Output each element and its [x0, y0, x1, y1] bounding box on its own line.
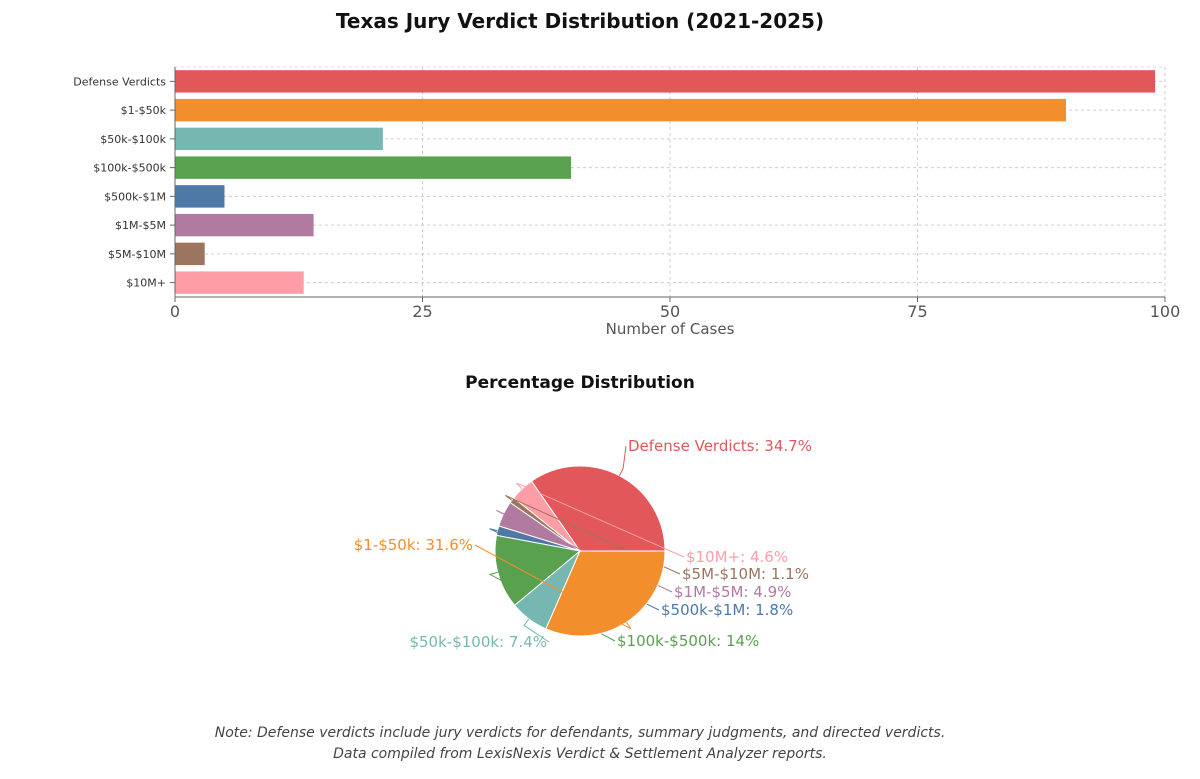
pie-slice-label: $500k-$1M: 1.8% — [661, 601, 793, 619]
x-tick-label: 50 — [660, 302, 680, 321]
y-tick-label: $500k-$1M — [104, 190, 166, 203]
y-tick-label: $100k-$500k — [93, 162, 166, 175]
x-axis-title: Number of Cases — [606, 320, 735, 338]
footnote-line-1: Note: Defense verdicts include jury verd… — [214, 725, 946, 741]
x-tick-label: 100 — [1150, 302, 1181, 321]
pie-slice — [498, 501, 581, 552]
pie-leader-line — [618, 445, 627, 476]
bar — [175, 185, 225, 208]
bar — [175, 213, 314, 237]
pie-slice-label: Defense Verdicts: 34.7% — [628, 437, 812, 455]
pie-slice — [530, 465, 666, 552]
y-tick-label: $1-$50k — [121, 104, 167, 117]
x-tick-label: 0 — [170, 302, 180, 321]
x-tick-label: 75 — [907, 302, 927, 321]
pie-chart-title: Percentage Distribution — [465, 373, 695, 393]
pie-slice — [545, 550, 666, 637]
pie-leader-line — [496, 509, 673, 593]
x-tick-label: 25 — [412, 302, 432, 321]
pie-slice-label: $5M-$10M: 1.1% — [682, 565, 809, 583]
pie-slice — [512, 480, 581, 552]
chart-title: Texas Jury Verdict Distribution (2021-20… — [335, 9, 825, 33]
bar — [175, 70, 1156, 93]
pie-slice — [495, 525, 581, 552]
pie-leader-line — [523, 618, 550, 643]
footnote: Note: Defense verdicts include jury verd… — [0, 723, 1160, 765]
bar — [175, 98, 1066, 122]
pie-slice — [494, 534, 582, 607]
y-tick-label: $1M-$5M — [115, 219, 166, 232]
pie-slice-label: $50k-$100k: 7.4% — [409, 633, 547, 651]
y-tick-label: $50k-$100k — [100, 133, 166, 146]
pie-leader-line — [488, 571, 616, 642]
bar — [175, 156, 571, 179]
pie-leader-line — [505, 494, 681, 575]
bar-chart: Defense Verdicts $1-$50k $50k-$100k $100k-$… — [73, 66, 1181, 338]
pie-slice-label: $10M+: 4.6% — [686, 548, 788, 566]
pie-slice-label: $1-$50k: 31.6% — [354, 536, 473, 554]
pie-leader-line — [474, 544, 632, 630]
pie-slice-label: $1M-$5M: 4.9% — [674, 583, 791, 601]
y-tick-label: $10M+ — [126, 277, 166, 290]
footnote-line-2: Data compiled from LexisNexis Verdict & … — [333, 746, 827, 762]
bar — [175, 127, 383, 151]
pie-slice — [509, 497, 581, 552]
pie-leader-line — [516, 482, 685, 558]
y-tick-label: $5M-$10M — [108, 248, 166, 261]
y-tick-label: Defense Verdicts — [73, 75, 166, 88]
bar — [175, 242, 205, 266]
pie-leader-line — [489, 528, 660, 611]
pie-slice — [513, 550, 581, 630]
bar — [175, 271, 304, 294]
pie-slice-label: $100k-$500k: 14% — [617, 632, 759, 650]
